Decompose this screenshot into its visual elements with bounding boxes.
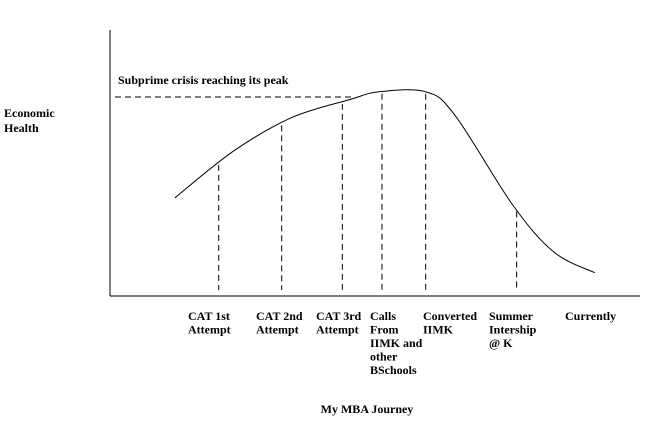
x-axis-title: My MBA Journey — [321, 402, 414, 416]
y-axis-label-line-2: Health — [4, 121, 39, 135]
milestone-label-7: Currently — [565, 309, 616, 323]
milestone-label-2: CAT 2nd Attempt — [256, 309, 303, 337]
milestone-label-3: CAT 3rd Attempt — [316, 309, 362, 337]
milestone-label-4: Calls From IIMK and other BSchools — [370, 309, 423, 377]
y-axis-label-line-1: Economic — [4, 106, 55, 120]
milestone-labels: CAT 1st Attempt CAT 2nd Attempt CAT 3rd Attem… — [188, 309, 616, 377]
annotation-label: Subprime crisis reaching its peak — [118, 73, 289, 87]
milestone-label-5: Converted IIMK — [423, 309, 477, 337]
economic-health-curve — [174, 89, 596, 274]
milestone-dropdowns — [218, 93, 518, 290]
milestone-label-1: CAT 1st Attempt — [188, 309, 231, 337]
milestone-label-6: Summer Intership @ K — [489, 309, 537, 350]
axes — [109, 30, 640, 297]
